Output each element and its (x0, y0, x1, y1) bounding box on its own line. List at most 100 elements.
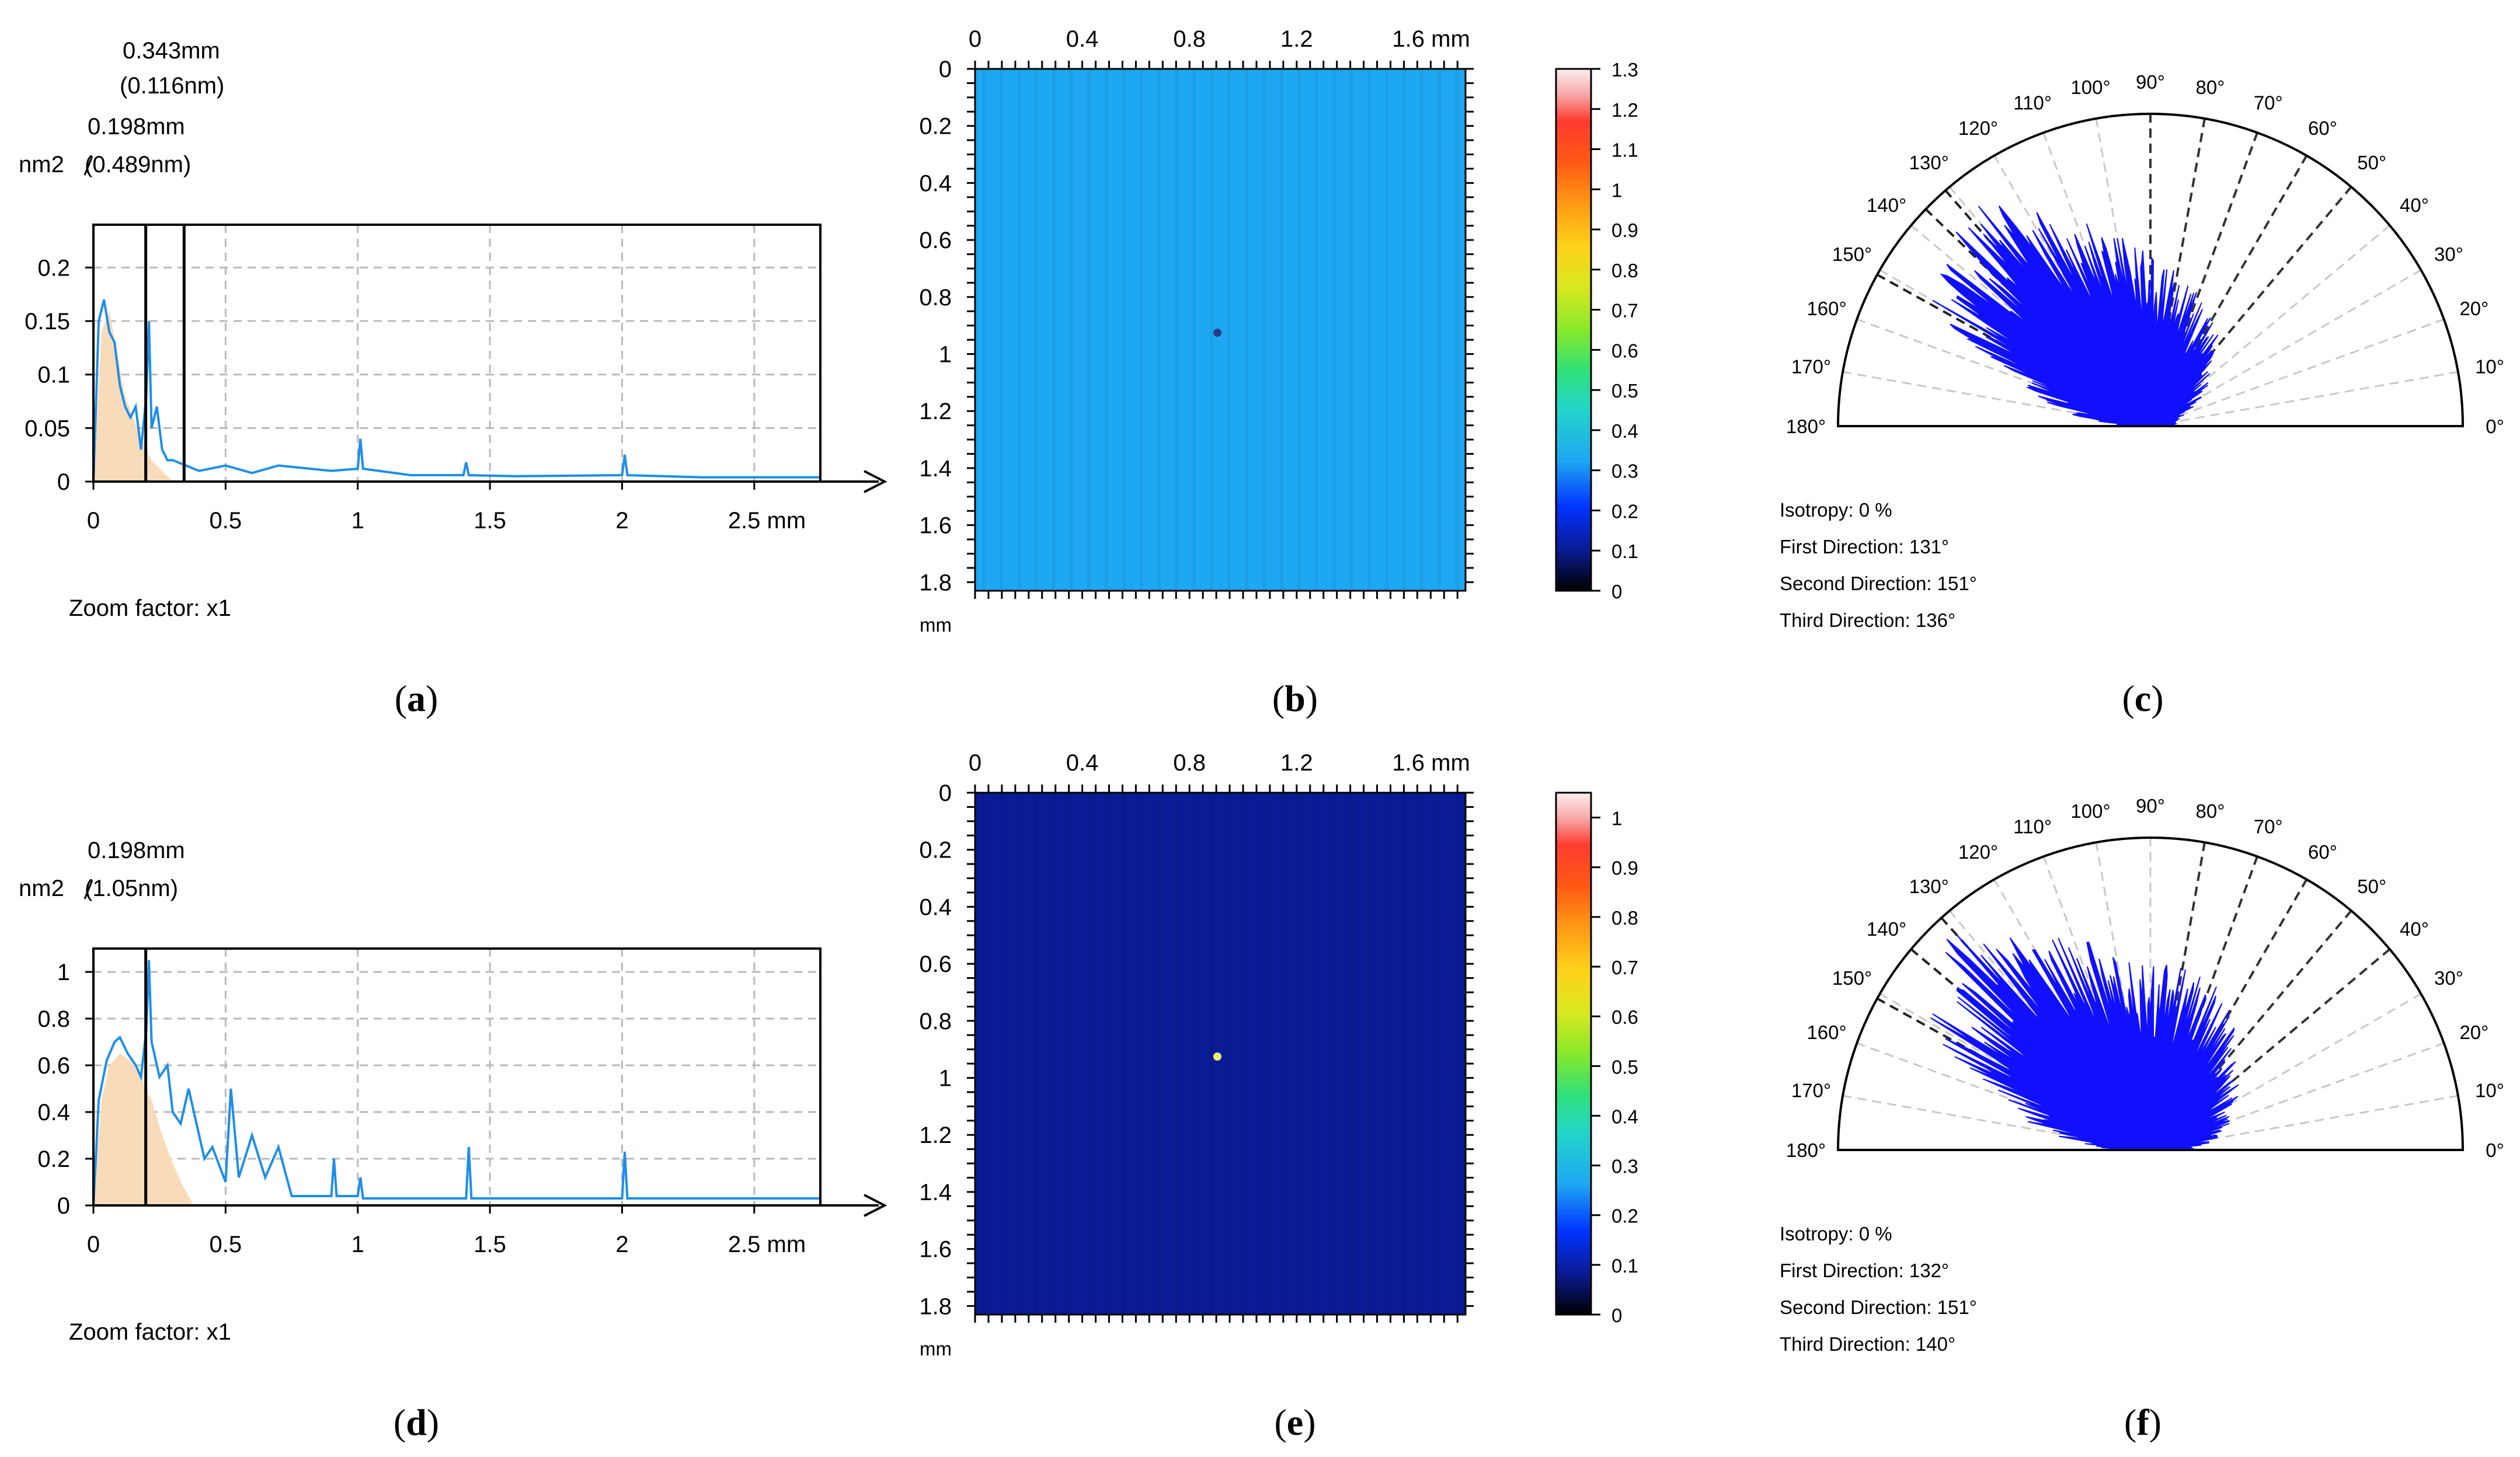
caption-letter: e (1287, 1402, 1303, 1443)
caption-e: (e) (1274, 1402, 1315, 1443)
angle-label: 180° (1786, 1139, 1826, 1161)
x-tick-label: 1 (351, 508, 364, 534)
angle-label: 40° (2400, 194, 2429, 216)
colorbar-tick-label: 0.5 (1611, 1056, 1638, 1078)
heatmap-b: 0 0.4 0.8 1.2 1.6 mm 0 0.2 0.4 0.6 0.8 1 1.2 1.4 1.6 1… (919, 26, 1638, 636)
colorbar-tick-label: 0.4 (1611, 1106, 1638, 1127)
colorbar-tick-label: 1.2 (1611, 99, 1638, 121)
y-tick-label: 1 (939, 342, 952, 368)
y-tick-label: 0.1 (37, 362, 70, 388)
x-axis-arrow (864, 1194, 887, 1217)
angle-label: 30° (2434, 243, 2463, 265)
colorbar-tick-label: 0 (1611, 581, 1622, 602)
colorbar-tick-label: 1 (1611, 179, 1622, 201)
angle-label: 70° (2254, 92, 2283, 114)
rose-fill (1932, 205, 2219, 427)
caption-paren-close: ) (2151, 678, 2163, 719)
x-tick-label: 0 (969, 750, 981, 776)
y-tick-label: 0.2 (919, 838, 952, 863)
x-tick-label: 0 (87, 1232, 100, 1257)
y-unit-label: nm2 (19, 152, 64, 177)
caption-b: (b) (1272, 678, 1318, 719)
polar-spoke (2150, 318, 2445, 427)
polar-frame (1836, 836, 2465, 1151)
caption-letter: b (1285, 678, 1306, 719)
angle-label: 160° (1807, 1022, 1846, 1043)
second-direction-label: Second Direction: 151° (1780, 1296, 1977, 1318)
colorbar-tick-label: 0 (1611, 1305, 1622, 1326)
y-tick-label: 0.4 (37, 1100, 70, 1125)
caption-paren-open: ( (2124, 1402, 2136, 1443)
x-tick-label: 1.6 mm (1392, 750, 1470, 776)
x-tick-label: 1.5 (474, 1232, 506, 1257)
plot-frame (92, 947, 822, 1207)
y-tick-label: 0 (57, 469, 70, 495)
polar-rose-c: 0° 10° 20° 30° 40° 50° 60° 70° 80° 90° 100° 110° 120… (1780, 71, 2504, 631)
caption-letter: f (2136, 1402, 2149, 1443)
y-tick-label: 0.2 (919, 114, 952, 140)
y-tick-label: 0.4 (919, 894, 952, 920)
marker-pointer (83, 156, 93, 176)
colorbar-tick-label: 0.3 (1611, 1156, 1638, 1177)
colorbar (1555, 68, 1592, 592)
y-tick-label: 0 (939, 780, 952, 806)
angle-label: 0° (2486, 1139, 2504, 1161)
y-tick-label: 0.6 (37, 1053, 70, 1079)
isotropy-label: Isotropy: 0 % (1780, 1223, 1892, 1245)
x-tick-label: 2.5 mm (728, 508, 806, 534)
heatmap-field (974, 792, 1467, 1316)
caption-f: (f) (2124, 1402, 2162, 1443)
y-tick-label: 0.2 (37, 1146, 70, 1172)
angle-label: 160° (1807, 298, 1846, 319)
marker-label: 0.198mm (88, 838, 185, 863)
heatmap-field (974, 68, 1467, 592)
angle-label: 170° (1791, 1080, 1831, 1102)
zoom-factor-label: Zoom factor: x1 (69, 1319, 231, 1345)
colorbar-tick-label: 0.4 (1611, 420, 1638, 442)
isotropy-label: Isotropy: 0 % (1780, 499, 1892, 521)
y-tick-label: 0.2 (37, 255, 70, 281)
caption-paren-close: ) (1303, 1402, 1315, 1443)
y-tick-label: 1.6 (919, 1237, 952, 1263)
colorbar-tick-label: 1 (1611, 808, 1622, 829)
angle-label: 60° (2308, 117, 2337, 139)
caption-paren-open: ( (395, 678, 407, 719)
angle-label: 140° (1867, 194, 1906, 216)
angle-label: 10° (2475, 356, 2504, 378)
x-tick-label: 0 (87, 508, 100, 534)
angle-label: 90° (2136, 71, 2165, 93)
rose-fill (1930, 935, 2239, 1151)
second-direction-label: Second Direction: 151° (1780, 573, 1977, 594)
first-direction-label: First Direction: 131° (1780, 536, 1949, 557)
x-tick-label: 1.2 (1280, 26, 1313, 52)
marker-label: 0.198mm (88, 114, 185, 140)
y-tick-label: 1 (57, 960, 70, 985)
y-tick-label: 0.8 (919, 285, 952, 311)
x-tick-label: 0.8 (1173, 750, 1206, 776)
y-unit-label: nm2 (19, 876, 64, 901)
caption-paren-close: ) (426, 678, 438, 719)
caption-paren-close: ) (2149, 1402, 2162, 1443)
spectrum-area (93, 310, 173, 482)
y-tick-label: 1.8 (919, 1294, 952, 1319)
y-tick-label: 0.05 (25, 416, 70, 441)
colorbar-tick-label: 0.2 (1611, 1205, 1638, 1227)
x-tick-label: 1.2 (1280, 750, 1313, 776)
x-axis-arrow (864, 470, 887, 493)
polar-frame (1836, 113, 2465, 427)
angle-label: 150° (1832, 243, 1872, 265)
colorbar-tick-label: 0.6 (1611, 1006, 1638, 1028)
y-tick-label: 0.8 (919, 1009, 952, 1034)
axis-unit-label: mm (920, 1338, 952, 1360)
angle-label: 130° (1909, 152, 1949, 173)
angle-label: 170° (1791, 356, 1831, 378)
caption-paren-close: ) (427, 1402, 439, 1443)
center-peak (1213, 329, 1221, 337)
y-tick-label: 1.8 (919, 570, 952, 595)
angle-label: 180° (1786, 416, 1826, 437)
angle-label: 120° (1958, 841, 1998, 863)
spectrum-line (92, 299, 820, 482)
zoom-factor-label: Zoom factor: x1 (69, 595, 231, 621)
marker-sublabel: (0.489nm) (85, 152, 191, 177)
